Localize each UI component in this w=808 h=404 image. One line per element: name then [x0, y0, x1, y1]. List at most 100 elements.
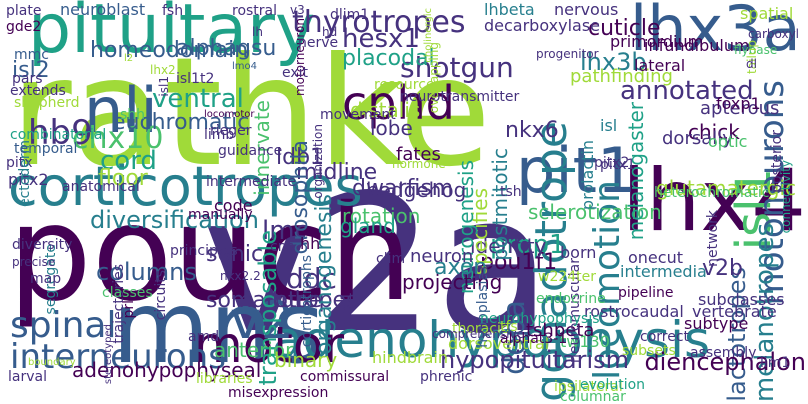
- word-tube: tube: [272, 288, 323, 313]
- word-phrenic: phrenic: [420, 369, 473, 385]
- word-carboxyl: carboxyl: [748, 27, 800, 41]
- word-cuticle: cuticle: [588, 16, 661, 41]
- word-nkx6: nkx6: [505, 118, 559, 143]
- word-onecut: onecut: [628, 248, 683, 267]
- word-stereotyped: stereotyped: [103, 324, 114, 385]
- word-hb9: hb9: [28, 113, 93, 153]
- word-foxp1: foxp1: [716, 94, 761, 113]
- word-thyrotropes: thyrotropes: [292, 5, 466, 40]
- word-pitx2: pitx2: [594, 155, 630, 171]
- word-euchromatic: euchromatic: [112, 110, 250, 135]
- word-infundibulum: infundibulum: [644, 36, 750, 55]
- word-tshbeta: tshbeta: [526, 320, 595, 341]
- word-anterior: anterior: [214, 338, 294, 362]
- word-comprehensive: comprehensive: [432, 327, 524, 341]
- word-lhx3a: lhx3a: [630, 0, 801, 65]
- word-clim: clim: [376, 251, 406, 267]
- word-amd: amd: [188, 329, 220, 345]
- word-w224ter: w224ter: [538, 269, 597, 285]
- word-plate: plate: [6, 3, 42, 19]
- word-dorsoventral: dorsoventral: [448, 334, 550, 353]
- word-alphat3-1: alphat3-1: [500, 331, 568, 347]
- word-apterous: apterous: [700, 98, 780, 119]
- word-larval: larval: [8, 369, 47, 385]
- word-lmc: lmc: [262, 216, 309, 246]
- word-resource: resource: [374, 77, 435, 93]
- word-cns: cns: [270, 239, 294, 255]
- word-lhx2: lhx2: [150, 63, 176, 77]
- word-islet1: islet1: [339, 292, 355, 331]
- word-cord: cord: [100, 146, 157, 176]
- word-connectivity: connectivity: [779, 160, 793, 234]
- word-somatotropes: somatotropes: [206, 288, 358, 313]
- word-tw130: tw130: [560, 332, 610, 351]
- word-hd: hd: [322, 25, 338, 39]
- word-circuits: circuits: [153, 270, 169, 321]
- word-locomotor: locomotor: [204, 109, 255, 120]
- word-guidance: guidance: [218, 143, 283, 159]
- word-fsh: fsh: [162, 3, 184, 19]
- word-isl2: isl2: [12, 58, 50, 83]
- word-code: code: [214, 196, 253, 215]
- word-endocrine: endocrine: [536, 291, 606, 307]
- word-motor: motor: [194, 316, 345, 374]
- word-trajectories: trajectories: [111, 264, 127, 344]
- word-isl1: isl1: [157, 76, 171, 97]
- word-lh: lh: [252, 25, 263, 39]
- word-midline: midline: [296, 160, 378, 185]
- word-tfs: tfs: [500, 319, 518, 335]
- word-annotated: annotated: [620, 76, 754, 106]
- word-interneurons: interneurons: [10, 337, 226, 377]
- word-rotation: rotation: [342, 204, 421, 228]
- word-pitx: pitx: [6, 155, 33, 171]
- word-shotgun: shotgun: [400, 51, 514, 84]
- word-thoracic: thoracic: [452, 321, 509, 337]
- word-pitx1: pitx1: [600, 157, 636, 173]
- word-lateral: lateral: [634, 56, 686, 75]
- word-dl: dl: [746, 57, 757, 71]
- word-rathke: rathke: [10, 26, 492, 200]
- word-ventral: ventral: [152, 84, 244, 114]
- word-pitx2: pitx2: [8, 170, 49, 189]
- word-axon: axon: [434, 255, 488, 280]
- word-neuron: neuron: [410, 246, 474, 267]
- word-organogenesis: organogenesis: [312, 194, 337, 355]
- word-primordium: primordium: [610, 32, 704, 51]
- word-cphd: cphd: [342, 76, 455, 130]
- word-v2b: v2b: [702, 256, 743, 281]
- word-intermedia: intermedia: [620, 262, 707, 281]
- word-nervous: nervous: [554, 0, 619, 19]
- word-movement: movement: [320, 107, 396, 123]
- word-fates: fates: [396, 144, 441, 165]
- word-flybase: flybase: [734, 43, 778, 57]
- word-adenohypophysis: adenohypophysis: [272, 311, 711, 369]
- word-adenohypophyseal: adenohypophyseal: [72, 358, 262, 382]
- word-gland: gland: [340, 214, 396, 238]
- word-hh: hh: [300, 234, 321, 253]
- word-prop1: prop1: [490, 230, 566, 260]
- word-isl1t2: isl1t2: [176, 71, 215, 87]
- word-sclerotization: sclerotization: [528, 200, 662, 224]
- word-corticotropes: corticotropes: [8, 155, 363, 218]
- word-optic: optic: [708, 132, 748, 151]
- word-tsh: tsh: [500, 184, 522, 200]
- word-heterochromatic: heterochromatic: [654, 185, 770, 201]
- word-diencephalon: diencephalon: [644, 348, 806, 376]
- word-lhx3b: lhx3b: [580, 48, 647, 76]
- word-pit1: pit1: [516, 134, 637, 207]
- word-anatomical: anatomical: [62, 179, 140, 195]
- word-lhbeta: lhbeta: [484, 0, 535, 19]
- word-pouch: pouch: [8, 177, 413, 331]
- word-placodal: placodal: [342, 46, 435, 71]
- word-neurohypophysis: neurohypophysis: [480, 311, 600, 327]
- word-chx10: chx10: [72, 121, 164, 156]
- word-lim1: lim1: [760, 355, 791, 371]
- word-cholinergic: cholinergic: [423, 8, 434, 63]
- word-hypopituitarism: hypopituitarism: [440, 346, 630, 374]
- word-identity: identity: [470, 234, 547, 258]
- word-mmc: mmc: [14, 47, 49, 63]
- word-motorneuron: motorneuron: [293, 18, 307, 97]
- word-pars: pars: [12, 71, 43, 87]
- word-ipsilateral: ipsilateral: [554, 379, 623, 395]
